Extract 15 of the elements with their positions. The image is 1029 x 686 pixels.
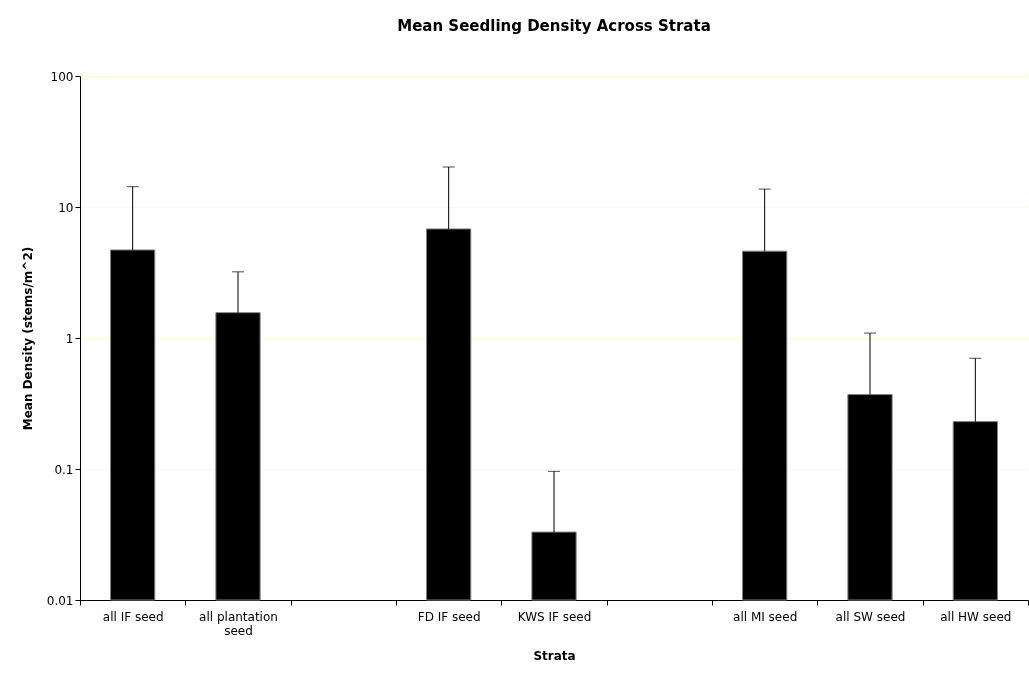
x-tick-label: all plantation seed xyxy=(199,609,278,638)
y-tick-label: 0.1 xyxy=(54,462,74,477)
x-tick-label: all SW seed xyxy=(835,609,906,624)
y-tick-label: 100 xyxy=(50,69,74,84)
y-axis-title: Mean Density (stems/m^2) xyxy=(20,246,35,431)
x-tick-label: KWS IF seed xyxy=(517,609,592,624)
y-tick-label: 0.01 xyxy=(46,593,74,608)
x-tick-label: FD IF seed xyxy=(417,609,481,624)
y-tick-label: 10 xyxy=(58,200,74,215)
y-tick-label: 1 xyxy=(65,331,74,346)
x-tick-label: all HW seed xyxy=(940,609,1012,624)
chart-title: Mean Seedling Density Across Strata xyxy=(397,17,711,35)
x-tick-label: all MI seed xyxy=(733,609,798,624)
x-tick-label: all IF seed xyxy=(102,609,164,624)
x-axis-title: Strata xyxy=(533,648,576,663)
